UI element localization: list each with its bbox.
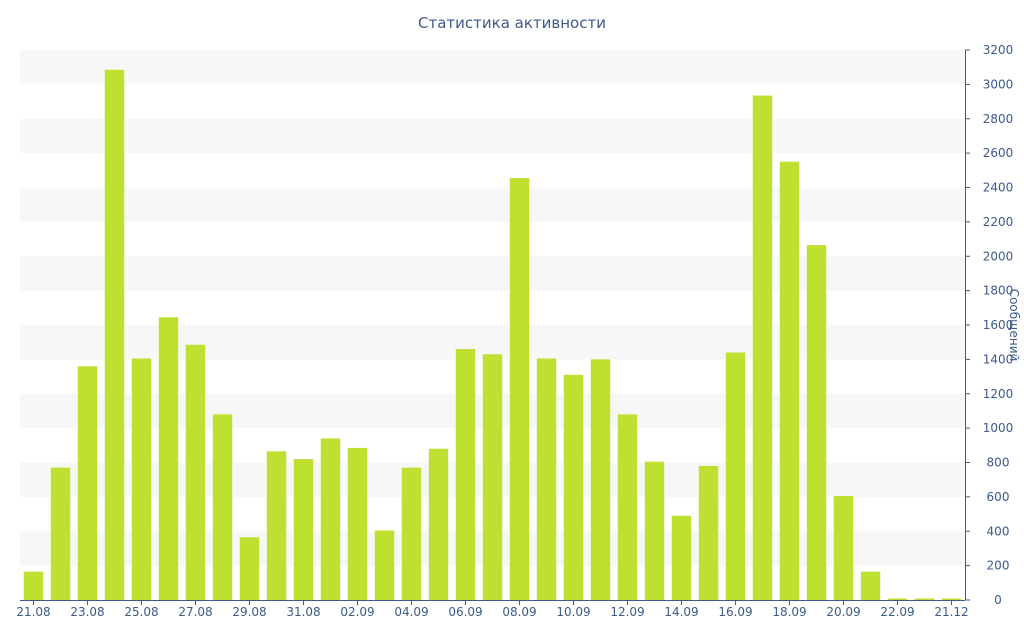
y-tick-label: 800 xyxy=(987,456,1010,470)
x-tick-label: 06.09 xyxy=(448,605,482,619)
bar-07.09 xyxy=(482,354,503,600)
y-tick-label: 2400 xyxy=(983,181,1014,195)
y-tick-label: 600 xyxy=(987,490,1010,504)
y-tick-label: 2600 xyxy=(983,146,1014,160)
y-axis-label: Сообщений xyxy=(1007,289,1021,362)
bar-23.08 xyxy=(77,366,98,600)
x-tick-label: 23.08 xyxy=(70,605,104,619)
x-tick-label: 04.09 xyxy=(394,605,428,619)
bar-19.09 xyxy=(806,245,827,600)
x-tick-label: 21.08 xyxy=(16,605,50,619)
y-tick-label: 0 xyxy=(994,593,1002,607)
y-tick-label: 400 xyxy=(987,524,1010,538)
bar-05.09 xyxy=(428,448,449,600)
bar-30.08 xyxy=(266,451,287,600)
bar-22.08 xyxy=(50,467,71,600)
grid-band xyxy=(20,187,965,222)
bar-09.09 xyxy=(536,358,557,600)
y-axis-ticks: 0 200 400 600 800 1000 1200 1400 1600 1800 2000 220… xyxy=(965,43,1013,607)
bar-03.09 xyxy=(374,530,395,600)
bar-26.08 xyxy=(158,317,179,600)
bar-13.09 xyxy=(644,461,665,600)
x-axis-ticks: 21.08 23.08 25.08 27.08 29.08 31.08 02.09 04.09… xyxy=(16,600,969,619)
bar-11.09 xyxy=(590,359,611,600)
y-tick-label: 200 xyxy=(987,559,1010,573)
x-tick-label: 16.09 xyxy=(718,605,752,619)
bar-16.09 xyxy=(725,352,746,600)
bar-01.09 xyxy=(320,438,341,600)
x-tick-label: 10.09 xyxy=(556,605,590,619)
bars xyxy=(23,69,962,600)
bar-06.09 xyxy=(455,349,476,600)
x-tick-label: 31.08 xyxy=(286,605,320,619)
x-tick-label: 27.08 xyxy=(178,605,212,619)
x-tick-label: 22.09 xyxy=(880,605,914,619)
bar-15.09 xyxy=(698,465,719,600)
y-tick-label: 2000 xyxy=(983,249,1014,263)
bar-12.09 xyxy=(617,414,638,600)
bar-29.08 xyxy=(239,537,260,600)
y-tick-label: 1400 xyxy=(983,352,1014,366)
x-tick-label: 02.09 xyxy=(340,605,374,619)
chart-title: Статистика активности xyxy=(418,14,606,32)
y-tick-label: 1200 xyxy=(983,387,1014,401)
x-tick-label: 25.08 xyxy=(124,605,158,619)
y-tick-label: 3000 xyxy=(983,77,1014,91)
x-tick-label: 18.09 xyxy=(772,605,806,619)
bar-10.09 xyxy=(563,374,584,600)
y-tick-label: 1800 xyxy=(983,284,1014,298)
bar-04.09 xyxy=(401,467,422,600)
bar-14.09 xyxy=(671,515,692,600)
x-tick-label: 12.09 xyxy=(610,605,644,619)
bar-18.09 xyxy=(779,161,800,600)
grid-band xyxy=(20,50,965,85)
bar-24.08 xyxy=(104,69,125,600)
bar-20.09 xyxy=(833,496,854,600)
x-tick-label: 08.09 xyxy=(502,605,536,619)
bar-22.09 xyxy=(887,598,908,600)
x-tick-label: 14.09 xyxy=(664,605,698,619)
bar-23.09 xyxy=(914,598,935,600)
bar-31.08 xyxy=(293,459,314,600)
x-tick-label: 21.12 xyxy=(934,605,968,619)
bar-02.09 xyxy=(347,447,368,600)
bar-21.09 xyxy=(860,571,881,600)
bar-08.09 xyxy=(509,178,530,600)
x-tick-label: 29.08 xyxy=(232,605,266,619)
bar-27.08 xyxy=(185,344,206,600)
bar-17.09 xyxy=(752,95,773,600)
grid-band xyxy=(20,118,965,154)
y-tick-label: 1600 xyxy=(983,318,1014,332)
bar-25.08 xyxy=(131,358,152,600)
y-tick-label: 3200 xyxy=(983,43,1014,57)
bar-21.12 xyxy=(941,598,962,600)
y-tick-label: 1000 xyxy=(983,421,1014,435)
x-tick-label: 20.09 xyxy=(826,605,860,619)
bar-21.08 xyxy=(23,571,44,600)
y-tick-label: 2800 xyxy=(983,112,1014,126)
y-tick-label: 2200 xyxy=(983,215,1014,229)
bar-28.08 xyxy=(212,414,233,600)
